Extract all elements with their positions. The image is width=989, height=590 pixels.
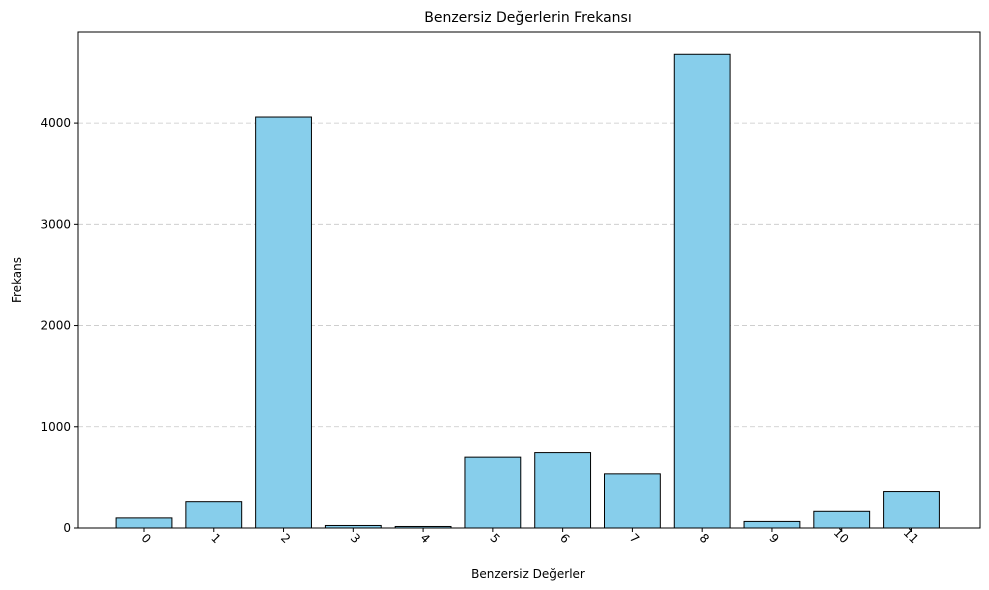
x-tick-label: 5 [487,531,502,546]
x-tick-label: 0 [138,531,153,546]
x-tick-label: 10 [831,525,852,546]
bar-9 [743,520,801,529]
x-tick-label: 9 [766,531,781,546]
chart-title: Benzersiz Değerlerin Frekansı [424,10,632,26]
y-tick-label: 0 [63,521,71,535]
bar-8 [673,53,731,529]
x-tick-label: 4 [418,531,433,546]
bar-0 [115,517,173,529]
bar-11 [883,491,940,529]
y-tick-label: 2000 [40,319,71,333]
y-axis-label: Frekans [10,257,24,303]
x-tick-label: 1 [208,531,223,546]
x-axis-ticks: 0 1 2 3 4 5 6 7 8 9 10 11 [138,525,921,546]
y-tick-label: 4000 [40,116,71,130]
x-axis-label: Benzersiz Değerler [471,567,585,581]
bar-5 [464,456,522,529]
x-tick-label: 11 [901,525,922,546]
grid-lines [78,122,980,428]
bar-2 [255,116,312,529]
y-tick-label: 3000 [40,217,71,231]
y-axis-ticks: 0 1000 2000 3000 4000 [40,116,78,535]
bar-7 [604,473,661,529]
x-tick-label: 6 [557,531,572,546]
x-tick-label: 2 [278,531,293,546]
bar-1 [185,501,243,529]
y-tick-label: 1000 [40,420,71,434]
plot-frame [77,31,981,529]
x-tick-label: 7 [627,531,642,546]
x-tick-label: 8 [697,531,712,546]
bars [115,53,940,529]
bar-6 [534,452,592,529]
x-tick-label: 3 [348,531,363,546]
